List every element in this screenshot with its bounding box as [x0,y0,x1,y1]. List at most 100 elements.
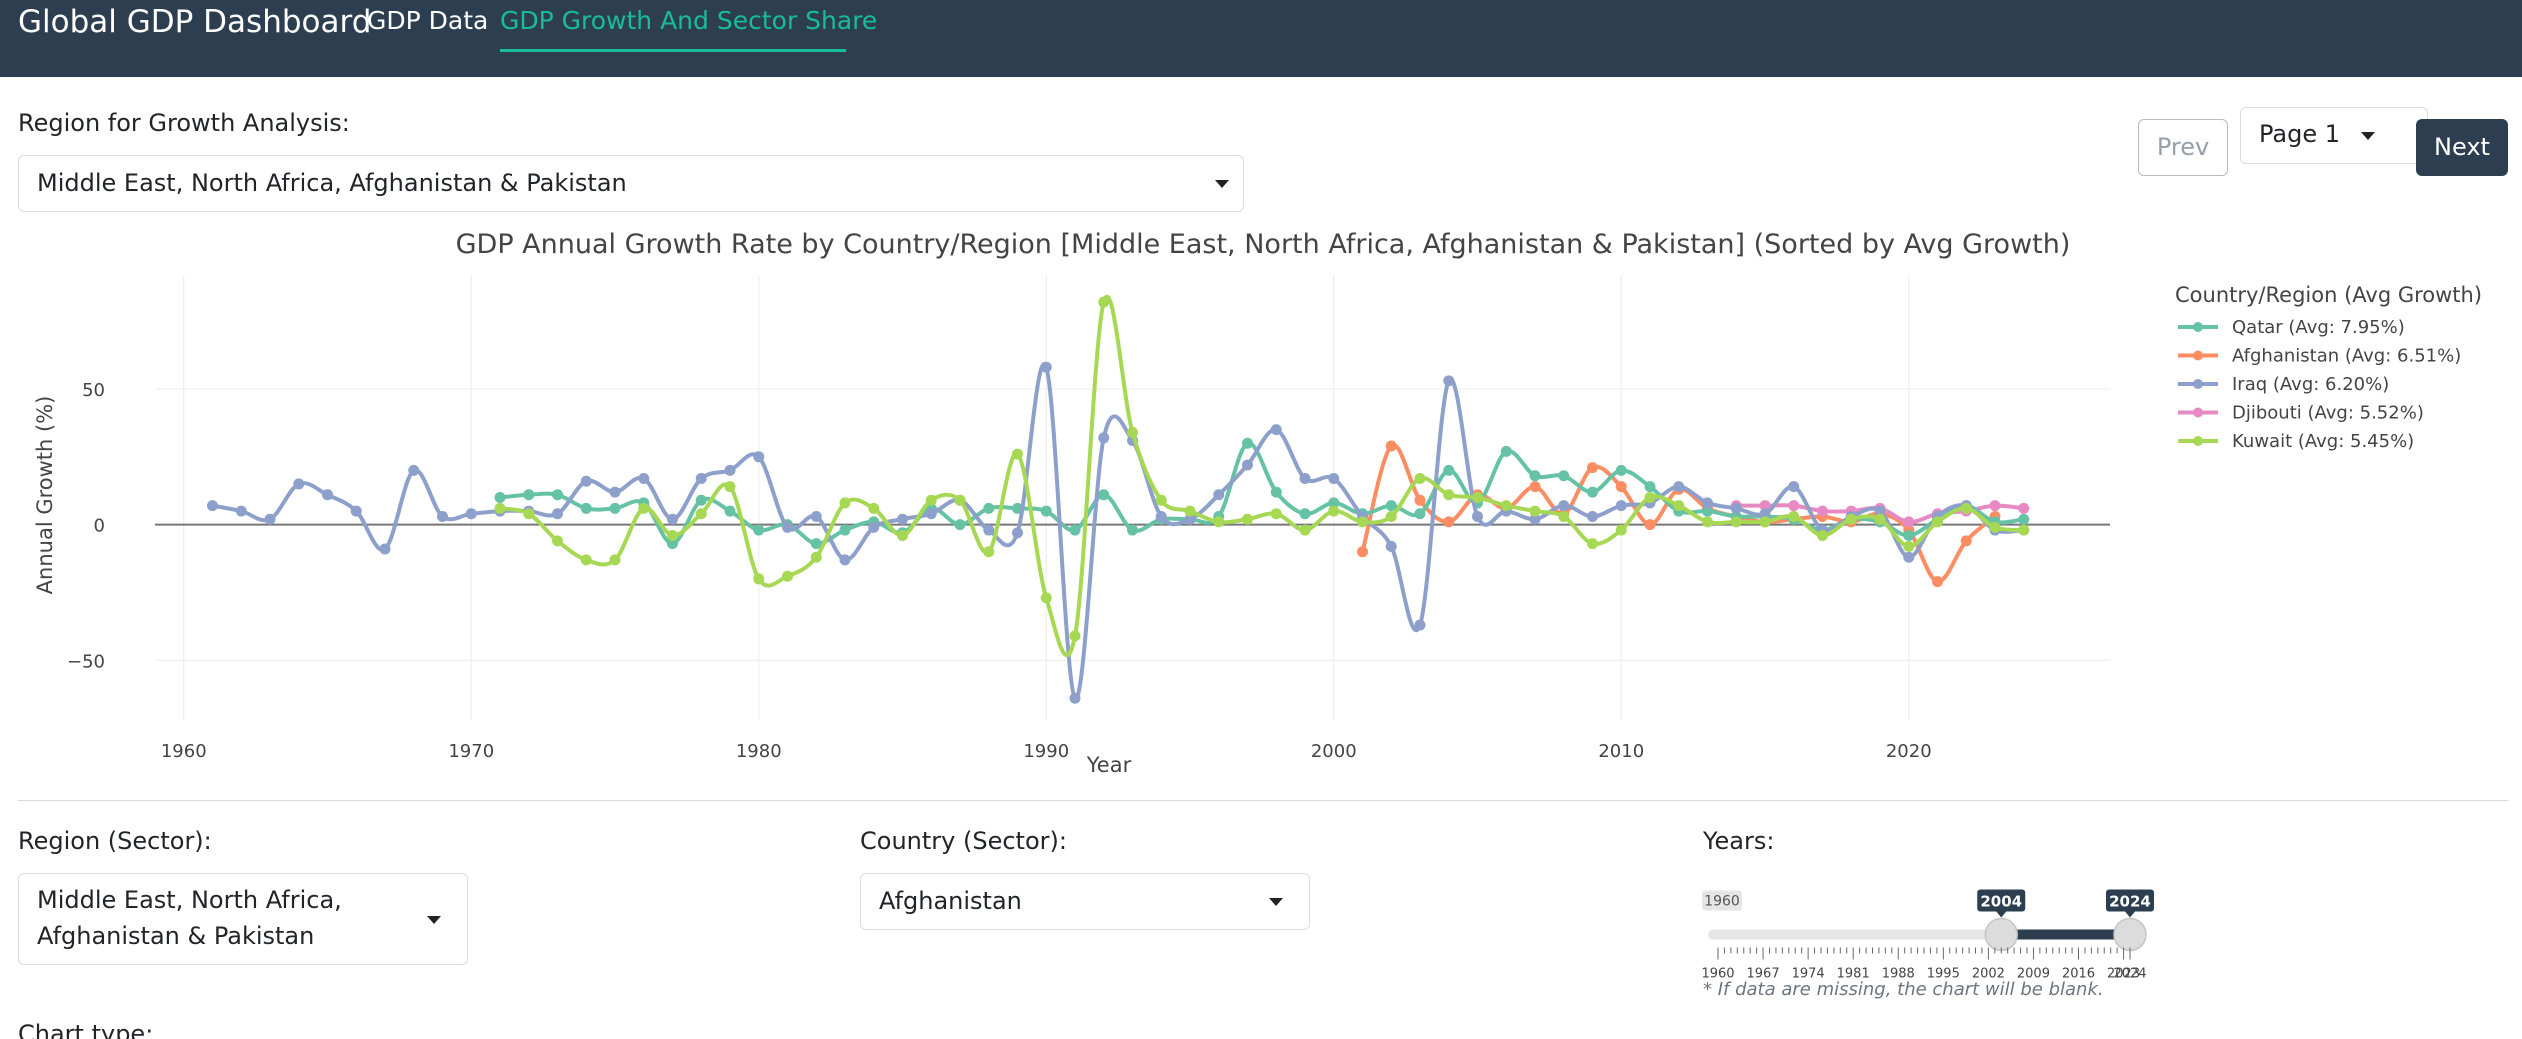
data-point[interactable] [1357,546,1368,558]
data-point[interactable] [782,570,793,582]
data-point[interactable] [1558,500,1570,512]
data-point[interactable] [1242,513,1253,525]
data-point[interactable] [695,473,707,485]
page-select[interactable]: Page 1 [2240,107,2428,164]
data-point[interactable] [609,554,621,566]
data-point[interactable] [1587,510,1598,522]
legend-item-label[interactable]: Qatar (Avg: 7.95%) [2232,317,2405,338]
data-point[interactable] [983,502,995,514]
data-point[interactable] [839,524,851,536]
tab-gdp-growth-sector-share[interactable]: GDP Growth And Sector Share [500,6,878,35]
data-point[interactable] [1184,513,1196,525]
data-point[interactable] [552,508,563,520]
data-point[interactable] [810,510,822,522]
data-point[interactable] [1702,516,1713,528]
data-point[interactable] [753,451,765,463]
data-point[interactable] [1443,489,1455,501]
data-point[interactable] [350,505,362,517]
data-point[interactable] [1069,692,1081,704]
data-point[interactable] [954,494,966,506]
data-point[interactable] [753,573,765,585]
data-point[interactable] [1673,500,1685,512]
data-point[interactable] [207,500,218,512]
slider-low-handle[interactable] [1984,917,2018,952]
data-point[interactable] [983,524,995,536]
legend-item-label[interactable]: Iraq (Avg: 6.20%) [2232,374,2389,395]
data-point[interactable] [494,502,506,514]
data-point[interactable] [1299,473,1311,485]
data-point[interactable] [1817,505,1828,517]
years-range-slider[interactable]: 1960 2004 2024 1960 1967 1974 1981 1988 1995 2… [1700,860,2160,1010]
legend-item-label[interactable]: Afghanistan (Avg: 6.51%) [2232,346,2461,367]
data-point[interactable] [897,513,908,525]
data-point[interactable] [810,538,822,550]
data-point[interactable] [897,529,908,541]
data-point[interactable] [379,543,391,555]
data-point[interactable] [1644,492,1656,503]
data-point[interactable] [1270,486,1282,498]
data-point[interactable] [667,538,678,550]
data-point[interactable] [1443,516,1455,528]
data-point[interactable] [1759,516,1771,528]
data-point[interactable] [667,529,678,541]
data-point[interactable] [839,554,851,566]
data-point[interactable] [1702,497,1713,509]
region-growth-select[interactable]: Middle East, North Africa, Afghanistan &… [18,155,1244,212]
data-point[interactable] [1069,524,1081,536]
data-point[interactable] [1788,500,1800,512]
data-point[interactable] [1414,508,1426,520]
data-point[interactable] [2018,513,2030,525]
data-point[interactable] [1098,489,1110,501]
country-sector-select[interactable]: Afghanistan [860,873,1310,930]
data-point[interactable] [1903,516,1915,528]
legend-item-label[interactable]: Djibouti (Avg: 5.52%) [2232,403,2424,424]
data-point[interactable] [1299,508,1311,520]
data-point[interactable] [1529,481,1541,493]
data-point[interactable] [1788,481,1800,493]
data-point[interactable] [494,492,506,503]
data-point[interactable] [1615,481,1627,493]
data-point[interactable] [235,505,247,517]
data-point[interactable] [839,497,851,509]
data-point[interactable] [1213,516,1225,528]
data-point[interactable] [1644,481,1656,493]
legend[interactable]: Country/Region (Avg Growth) Qatar (Avg: … [2175,283,2482,452]
data-point[interactable] [1385,440,1397,452]
slider-high-handle[interactable] [2113,917,2147,952]
data-point[interactable] [695,494,707,506]
data-point[interactable] [580,502,592,514]
data-point[interactable] [1472,492,1483,503]
data-point[interactable] [1385,510,1397,522]
data-point[interactable] [1012,527,1023,539]
data-point[interactable] [1587,486,1598,498]
data-point[interactable] [437,510,448,522]
data-point[interactable] [1155,510,1167,522]
data-point[interactable] [1989,500,2001,512]
data-point[interactable] [1615,524,1627,536]
data-point[interactable] [1385,500,1397,512]
data-point[interactable] [609,486,621,498]
data-point[interactable] [1213,489,1225,501]
data-point[interactable] [1932,576,1943,588]
data-point[interactable] [1874,513,1886,525]
data-point[interactable] [1529,505,1541,517]
data-point[interactable] [1529,470,1541,482]
data-point[interactable] [1443,375,1455,387]
data-point[interactable] [264,513,276,525]
data-point[interactable] [1673,481,1685,493]
data-point[interactable] [1730,502,1742,514]
data-point[interactable] [638,502,650,514]
data-point[interactable] [954,519,966,531]
data-point[interactable] [1242,437,1253,449]
data-point[interactable] [1414,494,1426,506]
data-point[interactable] [1587,538,1598,550]
data-point[interactable] [1242,459,1253,471]
data-point[interactable] [1040,592,1052,604]
data-point[interactable] [1644,519,1656,531]
data-point[interactable] [580,475,592,487]
data-point[interactable] [1960,535,1972,547]
data-point[interactable] [638,473,650,485]
data-point[interactable] [1960,502,1972,514]
data-point[interactable] [1328,473,1340,485]
data-point[interactable] [609,502,621,514]
